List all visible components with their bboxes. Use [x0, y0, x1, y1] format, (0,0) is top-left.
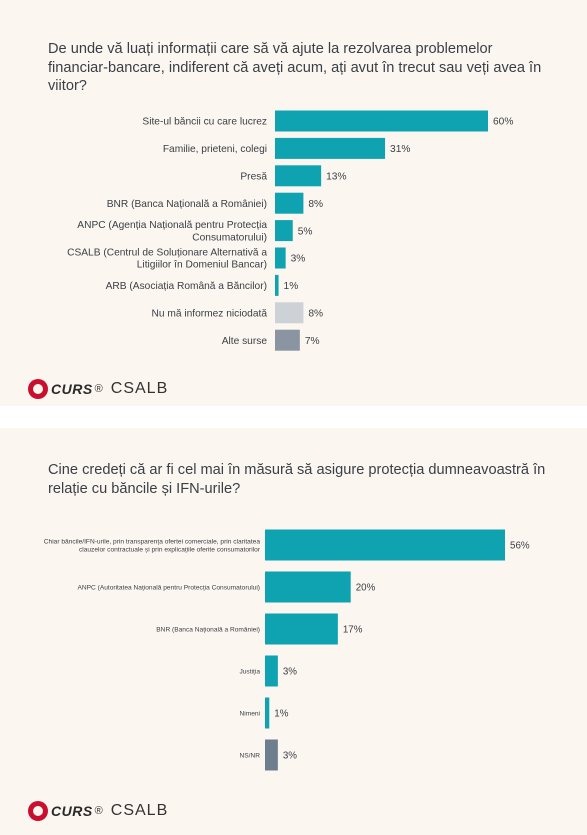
category-label: Familie, prieteni, colegi	[163, 144, 267, 155]
value-label: 1%	[284, 281, 299, 292]
bar	[265, 697, 270, 729]
csalb-logo-text: CSALB	[110, 802, 169, 819]
bar	[275, 329, 300, 351]
curs-logo-icon	[28, 801, 48, 821]
value-label: 60%	[493, 117, 513, 128]
category-label: ARB (Asociația Română a Băncilor)	[106, 281, 267, 292]
bar	[275, 274, 279, 296]
bar	[265, 739, 278, 771]
value-label: 8%	[308, 308, 323, 319]
question-title: Cine credeți că ar fi cel mai în măsură …	[48, 462, 546, 497]
category-label: BNR (Banca Națională a României)	[156, 626, 260, 633]
category-label: Justiția	[239, 668, 260, 675]
category-label: CSALB (Centrul de Soluționare Alternativ…	[67, 247, 267, 270]
logo-footer: CURS ® CSALB	[28, 378, 168, 400]
curs-logo-icon	[28, 379, 48, 399]
registered-mark: ®	[94, 383, 103, 395]
value-label: 20%	[356, 583, 376, 594]
value-label: 13%	[326, 171, 346, 182]
category-label: Nimeni	[239, 710, 260, 717]
value-label: 31%	[390, 144, 410, 155]
value-label: 3%	[283, 751, 297, 762]
value-label: 8%	[308, 199, 323, 210]
value-label: 3%	[291, 254, 306, 265]
question-title: De unde vă luați informații care să vă a…	[48, 41, 542, 94]
bar	[275, 220, 293, 242]
bar	[265, 613, 338, 645]
registered-mark: ®	[94, 805, 103, 817]
curs-logo-text: CURS	[51, 381, 93, 397]
category-label: BNR (Banca Națională a României)	[107, 199, 267, 210]
value-label: 17%	[343, 625, 363, 636]
bar	[265, 529, 505, 561]
bar	[265, 655, 278, 687]
value-label: 56%	[510, 541, 530, 552]
category-label: ANPC (Agenția Națională pentru Protecția…	[77, 220, 267, 243]
bar-chart-protection: Chiar băncile/IFN-urile, prin transparen…	[44, 529, 530, 771]
bar	[275, 247, 286, 269]
category-label: Presă	[240, 171, 267, 182]
bar	[275, 192, 304, 214]
category-label: Site-ul băncii cu care lucrez	[142, 117, 267, 128]
value-label: 3%	[283, 667, 297, 678]
value-label: 1%	[274, 709, 288, 720]
bar	[275, 302, 304, 324]
curs-logo-text: CURS	[51, 803, 93, 819]
logo-footer: CURS ® CSALB	[28, 800, 168, 822]
survey-panel-sources: De unde vă luați informații care să vă a…	[0, 0, 587, 406]
bar	[265, 571, 351, 603]
category-label: ANPC (Autoritatea Națională pentru Prote…	[77, 584, 260, 591]
value-label: 5%	[298, 226, 313, 237]
csalb-logo-text: CSALB	[110, 380, 169, 397]
category-label: Nu mă informez niciodată	[151, 308, 267, 319]
category-label: Chiar băncile/IFN-urile, prin transparen…	[44, 538, 261, 553]
bar	[275, 165, 322, 187]
value-label: 7%	[305, 336, 320, 347]
category-label: NS/NR	[239, 752, 260, 759]
bar	[275, 137, 386, 159]
bar-chart-sources: Site-ul băncii cu care lucrez 60% Familie,…	[67, 110, 513, 351]
category-label: Alte surse	[222, 336, 268, 347]
bar	[275, 110, 488, 132]
survey-panel-protection: Cine credeți că ar fi cel mai în măsură …	[0, 428, 587, 835]
